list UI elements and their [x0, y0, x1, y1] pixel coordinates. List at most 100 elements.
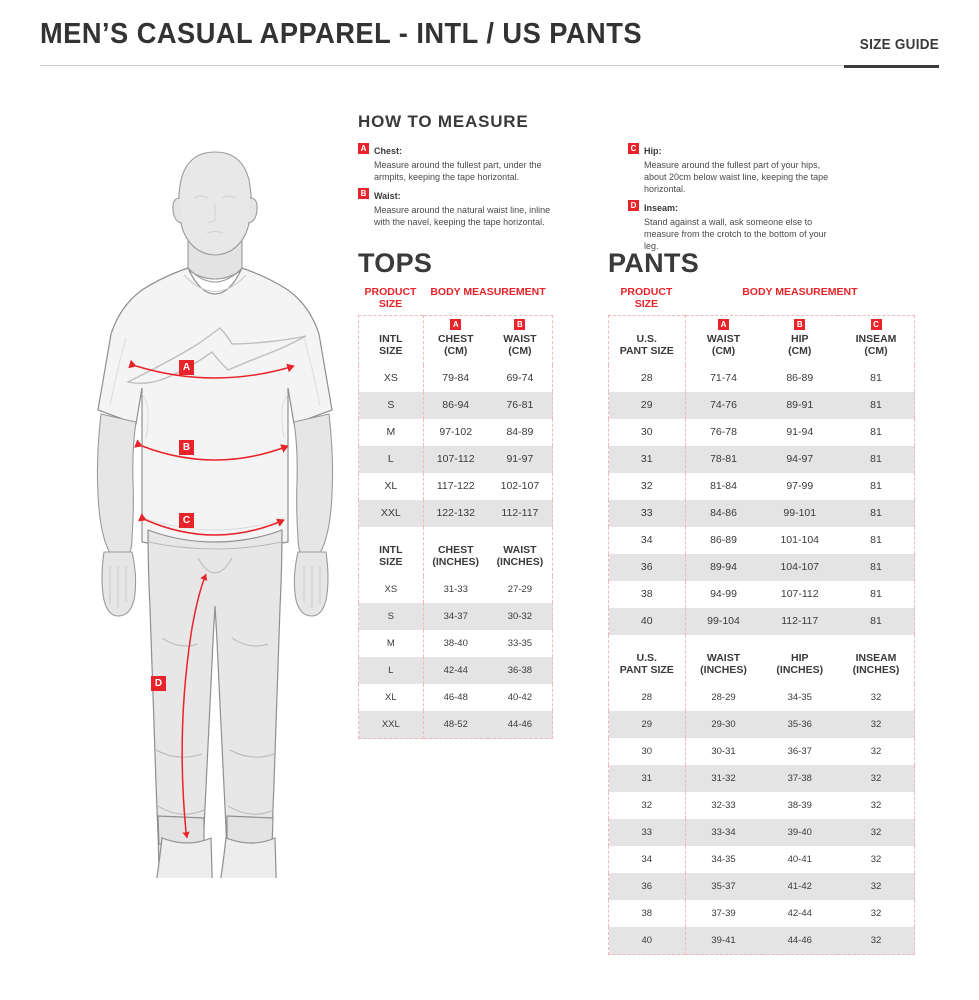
- row-measure-cell: 99-104: [685, 608, 762, 635]
- how-to-measure-title: HOW TO MEASURE: [358, 112, 529, 131]
- measure-desc-inseam: Stand against a wall, ask someone else t…: [644, 217, 827, 251]
- pants-cm-header-cell: U.S. PANT SIZE: [608, 315, 686, 365]
- tops-heading: TOPS: [358, 248, 433, 278]
- pants-cm-header-line1: U.S.: [636, 333, 657, 345]
- tops-cm-header-line2: (CM): [444, 345, 468, 357]
- row-measure-cell: 30-32: [487, 603, 553, 630]
- pants-caption-body-measurement: BODY MEASUREMENT: [742, 286, 858, 298]
- chest-measure-line: [128, 359, 295, 379]
- row-measure-cell: 34-37: [423, 603, 488, 630]
- row-size-cell: 30: [608, 419, 686, 446]
- inseam-measure-line: [181, 573, 208, 833]
- badge-a-icon: A: [718, 319, 729, 330]
- row-measure-cell: 81: [838, 554, 915, 581]
- tops-in-header-cell: WAIST (INCHES): [487, 527, 553, 576]
- pants-cm-header-line1: INSEAM: [855, 333, 897, 345]
- row-measure-cell: 27-29: [487, 576, 553, 603]
- mannequin-illustration: [96, 151, 334, 878]
- row-measure-cell: 89-94: [685, 554, 762, 581]
- table-row: 29 29-30 35-36 32: [608, 711, 915, 738]
- row-measure-cell: 39-41: [685, 927, 762, 955]
- table-row: L 107-112 91-97: [358, 446, 553, 473]
- row-measure-cell: 37-38: [761, 765, 838, 792]
- row-measure-cell: 84-86: [685, 500, 762, 527]
- pants-in-header-cell: HIP (INCHES): [761, 635, 838, 684]
- badge-spacer: [514, 530, 525, 541]
- row-size-cell: M: [358, 630, 424, 657]
- tops-in-header-line2: SIZE: [379, 556, 403, 568]
- measure-term-hip: Hip:: [644, 146, 662, 156]
- pants-cm-header-line2: (CM): [711, 345, 736, 357]
- row-measure-cell: 81: [838, 608, 915, 635]
- row-measure-cell: 48-52: [423, 711, 488, 739]
- row-measure-cell: 44-46: [487, 711, 553, 739]
- table-row: XS 79-84 69-74: [358, 365, 553, 392]
- table-row: 40 39-41 44-46 32: [608, 927, 915, 955]
- row-measure-cell: 33-34: [685, 819, 762, 846]
- row-measure-cell: 36-37: [761, 738, 838, 765]
- tops-in-header-row: INTL SIZE CHEST (INCHES) WAIST (INCHES): [358, 527, 553, 576]
- row-measure-cell: 41-42: [761, 873, 838, 900]
- row-measure-cell: 86-89: [761, 365, 838, 392]
- row-measure-cell: 69-74: [487, 365, 553, 392]
- tops-in-header-cell: CHEST (INCHES): [423, 527, 488, 576]
- table-row: 30 30-31 36-37 32: [608, 738, 915, 765]
- badge-spacer: [385, 530, 396, 541]
- row-measure-cell: 86-94: [423, 392, 488, 419]
- row-measure-cell: 32: [838, 846, 915, 873]
- pants-in-header-line1: INSEAM: [855, 652, 897, 664]
- row-measure-cell: 102-107: [487, 473, 553, 500]
- waist-measure-line: [134, 439, 289, 461]
- row-measure-cell: 81: [838, 473, 915, 500]
- row-measure-cell: 107-112: [761, 581, 838, 608]
- row-size-cell: S: [358, 603, 424, 630]
- row-size-cell: 33: [608, 819, 686, 846]
- row-measure-cell: 81: [838, 419, 915, 446]
- row-measure-cell: 40-41: [761, 846, 838, 873]
- mannequin-figure: A B C D: [80, 138, 350, 878]
- table-row: L 42-44 36-38: [358, 657, 553, 684]
- row-measure-cell: 76-78: [685, 419, 762, 446]
- row-measure-cell: 40-42: [487, 684, 553, 711]
- row-measure-cell: 107-112: [423, 446, 488, 473]
- header-divider: [40, 65, 939, 66]
- tops-cm-header-line1: WAIST: [503, 333, 537, 345]
- row-measure-cell: 91-97: [487, 446, 553, 473]
- badge-spacer: [450, 530, 461, 541]
- measure-desc-waist: Measure around the natural waist line, i…: [374, 205, 551, 227]
- row-size-cell: 28: [608, 365, 686, 392]
- pants-cm-header-line2: PANT SIZE: [619, 345, 674, 357]
- row-measure-cell: 112-117: [487, 500, 553, 527]
- row-size-cell: 34: [608, 527, 686, 554]
- table-row: 40 99-104 112-117 81: [608, 608, 915, 635]
- badge-a-icon: A: [450, 319, 462, 330]
- row-size-cell: 34: [608, 846, 686, 873]
- pants-in-header-cell: INSEAM (INCHES): [838, 635, 915, 684]
- page-title: MEN’S CASUAL APPAREL - INTL / US PANTS: [40, 18, 642, 50]
- badge-spacer: [385, 319, 396, 330]
- row-size-cell: XS: [358, 576, 424, 603]
- row-size-cell: 40: [608, 608, 686, 635]
- measure-item-hip: C Hip: Measure around the fullest part o…: [628, 141, 838, 195]
- row-measure-cell: 32: [838, 684, 915, 711]
- pants-cm-header-row: U.S. PANT SIZE A WAIST (CM) B HIP (CM) C INSEAM (C…: [608, 315, 915, 365]
- table-row: 32 81-84 97-99 81: [608, 473, 915, 500]
- pants-caption-product-size: PRODUCT SIZE: [620, 286, 673, 310]
- row-measure-cell: 32: [838, 927, 915, 955]
- badge-c-icon: C: [628, 143, 639, 154]
- row-measure-cell: 122-132: [423, 500, 488, 527]
- table-row: S 86-94 76-81: [358, 392, 553, 419]
- row-size-cell: 30: [608, 738, 686, 765]
- row-measure-cell: 94-99: [685, 581, 762, 608]
- size-guide-underline: [844, 65, 939, 68]
- pants-cm-header-line2: (CM): [864, 345, 888, 357]
- pants-heading: PANTS: [608, 248, 700, 278]
- tops-caption-body-measurement: BODY MEASUREMENT: [430, 286, 546, 298]
- row-measure-cell: 44-46: [761, 927, 838, 955]
- row-measure-cell: 104-107: [761, 554, 838, 581]
- row-size-cell: XXL: [358, 500, 424, 527]
- pants-size-table: U.S. PANT SIZE A WAIST (CM) B HIP (CM) C INSEAM (C…: [608, 315, 915, 955]
- row-measure-cell: 71-74: [685, 365, 762, 392]
- row-size-cell: 29: [608, 711, 686, 738]
